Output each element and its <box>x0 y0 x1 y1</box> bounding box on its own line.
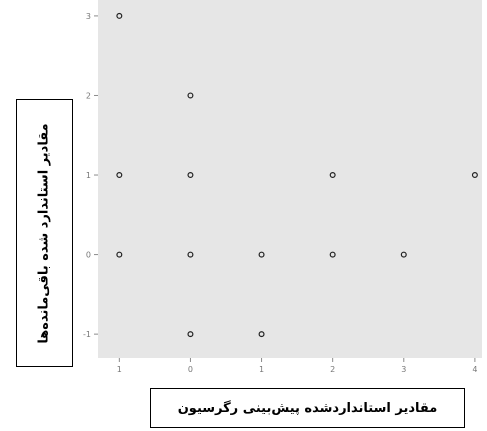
y-axis-label-box: مقادیر استاندارد شده باقی‌مانده‌ها <box>16 99 73 367</box>
y-tick-label: -1 <box>83 330 91 339</box>
data-point <box>187 92 194 99</box>
x-tick-label: 3 <box>401 365 406 374</box>
y-tick-label: 0 <box>86 251 91 260</box>
x-tick-label: 4 <box>472 365 477 374</box>
data-point <box>187 251 194 258</box>
data-point <box>471 172 478 179</box>
y-axis: -1 0 1 2 3 <box>83 12 98 339</box>
points-layer <box>116 12 478 338</box>
y-tick-label: 1 <box>86 171 91 180</box>
x-tick-label: 2 <box>330 365 335 374</box>
data-point <box>329 251 336 258</box>
x-axis: 1 0 1 2 3 4 <box>117 358 477 374</box>
data-point <box>400 251 407 258</box>
data-point <box>187 331 194 338</box>
data-point <box>258 331 265 338</box>
data-point <box>187 172 194 179</box>
x-tick-label: 0 <box>188 365 193 374</box>
y-axis-label: مقادیر استاندارد شده باقی‌مانده‌ها <box>37 122 53 344</box>
data-point <box>116 12 123 19</box>
data-point <box>329 172 336 179</box>
plot-area <box>98 0 482 358</box>
x-tick-label: 1 <box>259 365 264 374</box>
x-axis-label: مقادیر استانداردشده پیش‌بینی رگرسیون <box>177 400 438 416</box>
x-tick-label: 1 <box>117 365 122 374</box>
data-point <box>258 251 265 258</box>
data-point <box>116 251 123 258</box>
y-tick-label: 2 <box>86 91 91 100</box>
y-tick-label: 3 <box>86 12 91 21</box>
data-point <box>116 172 123 179</box>
x-axis-label-box: مقادیر استانداردشده پیش‌بینی رگرسیون <box>150 388 465 428</box>
